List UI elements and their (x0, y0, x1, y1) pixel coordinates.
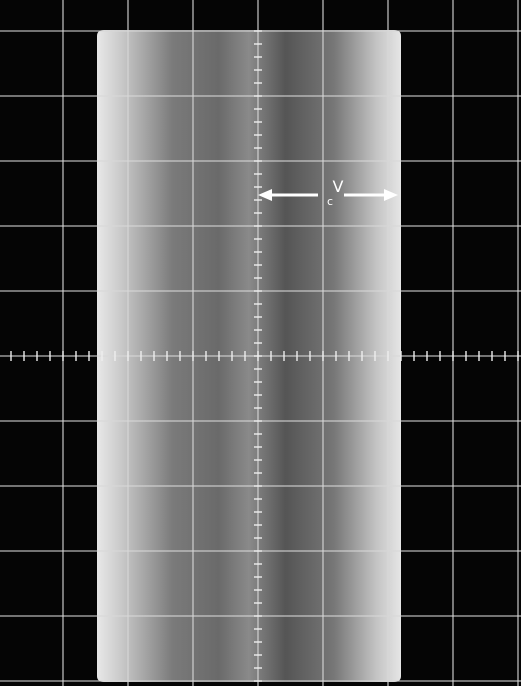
subscript: c (327, 195, 333, 208)
label: V (333, 177, 344, 196)
page: V c (() => { const data = JSON.parse(doc… (0, 0, 521, 686)
oscilloscope-screen: V c (0, 0, 521, 686)
